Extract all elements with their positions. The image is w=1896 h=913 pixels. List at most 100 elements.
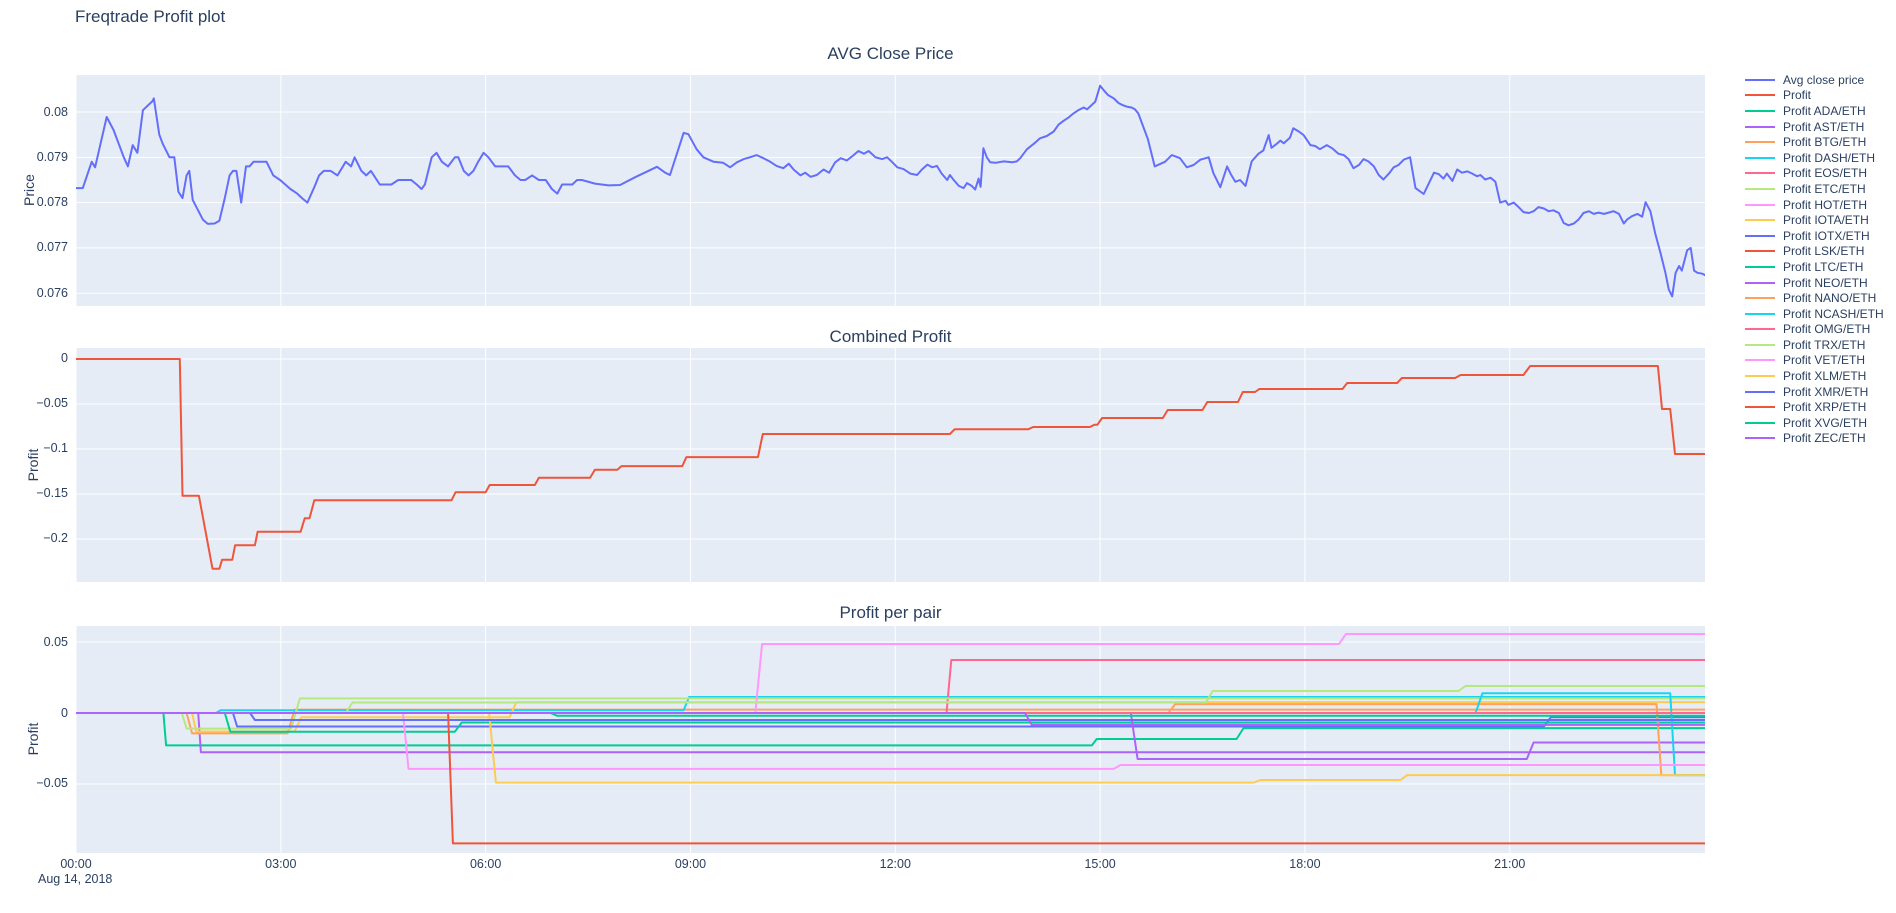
- legend-line-swatch: [1745, 375, 1775, 378]
- legend-item-profit[interactable]: Profit: [1745, 88, 1884, 104]
- legend-item-profit-omg-eth[interactable]: Profit OMG/ETH: [1745, 322, 1884, 338]
- subplot-title-profit-per-pair: Profit per pair: [839, 603, 942, 622]
- legend-line-swatch: [1745, 265, 1775, 268]
- legend-item-label: Profit LTC/ETH: [1783, 259, 1864, 274]
- legend-line-swatch: [1745, 250, 1775, 253]
- legend-item-label: Profit IOTX/ETH: [1783, 228, 1870, 243]
- legend-item-label: Profit XRP/ETH: [1783, 400, 1867, 415]
- y-tick-label: 0.05: [43, 634, 68, 649]
- legend-item-profit-xrp-eth[interactable]: Profit XRP/ETH: [1745, 399, 1884, 415]
- profit-per-pair-plot[interactable]: [76, 626, 1705, 853]
- x-tick-label: 03:00: [265, 857, 297, 871]
- legend-item-label: Profit AST/ETH: [1783, 119, 1865, 134]
- legend-item-profit-zec-eth[interactable]: Profit ZEC/ETH: [1745, 431, 1884, 447]
- legend-item-profit-btg-eth[interactable]: Profit BTG/ETH: [1745, 134, 1884, 150]
- plot-background: [76, 75, 1705, 306]
- x-tick-label: 09:00: [674, 857, 707, 871]
- legend-item-profit-iota-eth[interactable]: Profit IOTA/ETH: [1745, 212, 1884, 228]
- series-line-profit-ada-eth: [76, 712, 1705, 747]
- y-axis-title-profit-per-pair: Profit: [25, 722, 41, 756]
- series-line-profit-zec-eth: [76, 712, 1705, 726]
- legend-line-swatch: [1745, 125, 1775, 128]
- legend-item-profit-xlm-eth[interactable]: Profit XLM/ETH: [1745, 368, 1884, 384]
- legend-line-swatch: [1745, 172, 1775, 175]
- legend-line-swatch: [1745, 343, 1775, 346]
- legend-item-profit-ltc-eth[interactable]: Profit LTC/ETH: [1745, 259, 1884, 275]
- y-tick-label: −0.2: [43, 531, 68, 546]
- legend-item-profit-xvg-eth[interactable]: Profit XVG/ETH: [1745, 415, 1884, 431]
- x-tick-label: 15:00: [1084, 857, 1116, 871]
- series-line-profit-trx-eth: [76, 685, 1705, 714]
- x-axis-date-label: Aug 14, 2018: [38, 872, 113, 886]
- legend-line-swatch: [1745, 328, 1775, 331]
- legend-item-label: Profit HOT/ETH: [1783, 197, 1868, 212]
- legend-line-swatch: [1745, 281, 1775, 284]
- legend-item-label: Profit IOTA/ETH: [1783, 213, 1869, 228]
- legend-item-profit-lsk-eth[interactable]: Profit LSK/ETH: [1745, 244, 1884, 260]
- x-tick-label: 18:00: [1289, 857, 1321, 871]
- legend-line-swatch: [1745, 437, 1775, 440]
- legend-item-profit-hot-eth[interactable]: Profit HOT/ETH: [1745, 197, 1884, 213]
- avg-close-price-plot[interactable]: [76, 75, 1705, 306]
- legend-line-swatch: [1745, 312, 1775, 315]
- legend-item-avg-close-price[interactable]: Avg close price: [1745, 72, 1884, 88]
- legend-line-swatch: [1745, 390, 1775, 393]
- y-tick-label: −0.15: [36, 486, 68, 501]
- combined-profit-plot[interactable]: [76, 348, 1705, 582]
- legend-line-swatch: [1745, 297, 1775, 300]
- legend-item-profit-trx-eth[interactable]: Profit TRX/ETH: [1745, 337, 1884, 353]
- y-tick-label: 0.077: [36, 240, 68, 255]
- legend-line-swatch: [1745, 359, 1775, 362]
- legend-item-label: Profit TRX/ETH: [1783, 337, 1866, 352]
- legend-line-swatch: [1745, 421, 1775, 424]
- legend: Avg close price Profit Profit ADA/ETH Profi…: [1745, 72, 1884, 446]
- legend-item-profit-dash-eth[interactable]: Profit DASH/ETH: [1745, 150, 1884, 166]
- y-tick-label: 0.08: [43, 104, 68, 119]
- series-line-avg-close-price: [76, 84, 1705, 298]
- legend-line-swatch: [1745, 156, 1775, 159]
- legend-item-profit-iotx-eth[interactable]: Profit IOTX/ETH: [1745, 228, 1884, 244]
- x-tick-label: 21:00: [1494, 857, 1526, 871]
- legend-item-profit-nano-eth[interactable]: Profit NANO/ETH: [1745, 290, 1884, 306]
- subplot-title-avg-close-price: AVG Close Price: [827, 44, 954, 63]
- legend-item-label: Profit NCASH/ETH: [1783, 306, 1884, 321]
- page-title: Freqtrade Profit plot: [75, 7, 226, 26]
- legend-item-label: Profit VET/ETH: [1783, 353, 1866, 368]
- legend-item-profit-etc-eth[interactable]: Profit ETC/ETH: [1745, 181, 1884, 197]
- series-line-profit-iota-eth: [76, 701, 1705, 733]
- legend-item-label: Profit EOS/ETH: [1783, 166, 1868, 181]
- subplot-title-combined-profit: Combined Profit: [829, 327, 952, 346]
- x-tick-label: 06:00: [469, 857, 502, 871]
- legend-item-label: Profit LSK/ETH: [1783, 244, 1865, 259]
- y-tick-label: 0.079: [36, 149, 68, 164]
- y-tick-label: −0.1: [43, 441, 68, 456]
- legend-item-label: Avg close price: [1783, 72, 1865, 87]
- legend-item-label: Profit BTG/ETH: [1783, 135, 1867, 150]
- legend-item-label: Profit XLM/ETH: [1783, 369, 1867, 384]
- legend-item-label: Profit XMR/ETH: [1783, 384, 1869, 399]
- legend-line-swatch: [1745, 187, 1775, 190]
- y-tick-label: 0: [61, 351, 68, 366]
- y-tick-label: 0.078: [36, 195, 68, 210]
- legend-item-label: Profit NEO/ETH: [1783, 275, 1868, 290]
- legend-line-swatch: [1745, 94, 1775, 97]
- legend-item-label: Profit NANO/ETH: [1783, 291, 1877, 306]
- legend-item-profit-xmr-eth[interactable]: Profit XMR/ETH: [1745, 384, 1884, 400]
- legend-item-profit-eos-eth[interactable]: Profit EOS/ETH: [1745, 166, 1884, 182]
- legend-item-profit-ada-eth[interactable]: Profit ADA/ETH: [1745, 103, 1884, 119]
- series-line-profit-xlm-eth: [76, 712, 1705, 784]
- series-line-profit: [76, 358, 1705, 570]
- legend-item-profit-ast-eth[interactable]: Profit AST/ETH: [1745, 119, 1884, 135]
- legend-item-label: Profit XVG/ETH: [1783, 415, 1868, 430]
- legend-item-label: Profit DASH/ETH: [1783, 150, 1876, 165]
- legend-item-profit-neo-eth[interactable]: Profit NEO/ETH: [1745, 275, 1884, 291]
- legend-item-profit-ncash-eth[interactable]: Profit NCASH/ETH: [1745, 306, 1884, 322]
- y-tick-label: 0.076: [36, 285, 68, 300]
- legend-item-profit-vet-eth[interactable]: Profit VET/ETH: [1745, 353, 1884, 369]
- y-tick-label: 0: [61, 705, 68, 720]
- legend-line-swatch: [1745, 109, 1775, 112]
- x-tick-label: 12:00: [879, 857, 911, 871]
- legend-line-swatch: [1745, 78, 1775, 81]
- y-tick-label: −0.05: [36, 396, 68, 411]
- legend-item-label: Profit ZEC/ETH: [1783, 431, 1866, 446]
